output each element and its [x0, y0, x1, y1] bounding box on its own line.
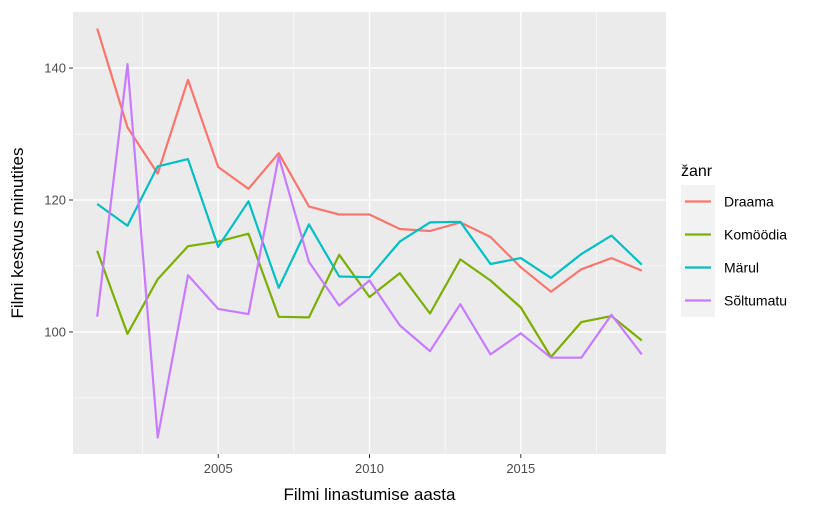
- y-tick-label: 100: [44, 324, 66, 339]
- x-tick-label: 2005: [204, 461, 233, 476]
- series-line-1: [96, 28, 643, 293]
- x-tick-label: 2010: [355, 461, 384, 476]
- legend-title: žanr: [681, 163, 713, 180]
- series-line-3: [96, 158, 643, 289]
- x-tick-label: 2015: [506, 461, 535, 476]
- y-axis: 100 120 140: [44, 61, 73, 339]
- major-gridlines: [73, 12, 666, 454]
- x-axis: 2005 2010 2015: [204, 454, 535, 476]
- legend: Draama Komöödia Märul Sõltumatu: [681, 185, 787, 317]
- y-tick-label: 120: [44, 193, 66, 208]
- y-tick-label: 140: [44, 61, 66, 76]
- x-axis-title: Filmi linastumise aasta: [284, 485, 456, 504]
- legend-label: Sõltumatu: [724, 293, 787, 309]
- series-line-4: [96, 62, 643, 439]
- legend-label: Komöödia: [724, 227, 787, 243]
- legend-label: Draama: [724, 194, 774, 210]
- legend-label: Märul: [724, 260, 759, 276]
- y-axis-title: Filmi kestvus minutites: [8, 148, 27, 319]
- series-lines: [96, 28, 643, 439]
